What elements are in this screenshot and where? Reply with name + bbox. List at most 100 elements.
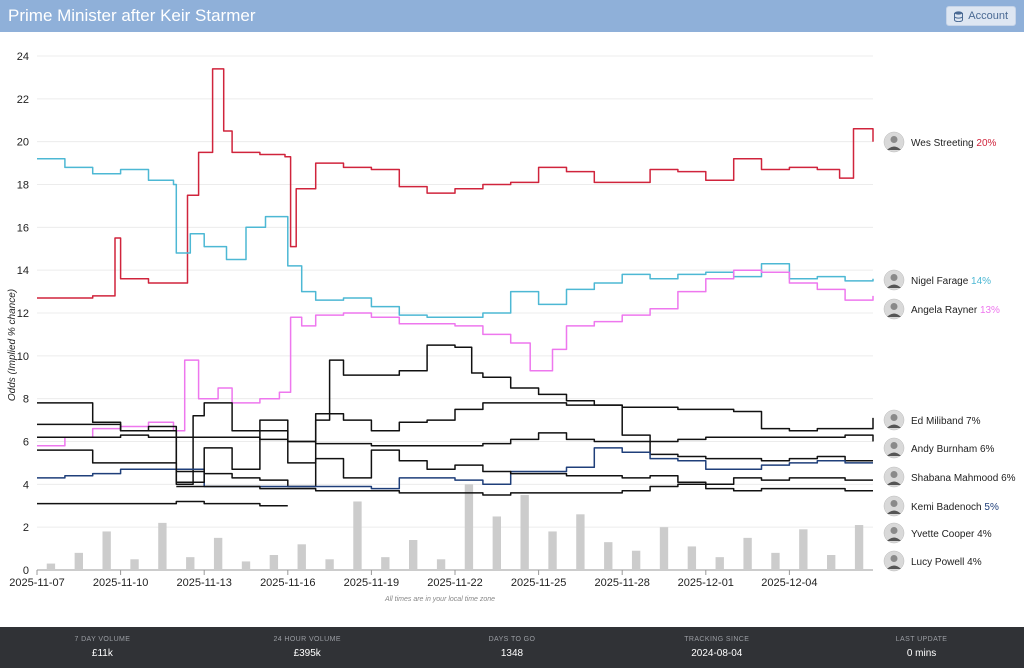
stat-last-update: LAST UPDATE 0 mins bbox=[832, 636, 1012, 659]
volume-bar bbox=[743, 537, 752, 570]
x-tick-label: 2025-11-10 bbox=[93, 577, 148, 589]
volume-bar bbox=[297, 544, 306, 570]
account-button[interactable]: Account bbox=[946, 6, 1016, 26]
volume-bar bbox=[436, 559, 446, 570]
legend-name-text: Shabana Mahmood bbox=[911, 473, 1001, 484]
volume-bar bbox=[409, 540, 418, 570]
series-line-other-a bbox=[37, 423, 873, 486]
avatar-head bbox=[890, 136, 898, 143]
avatar-body bbox=[887, 510, 901, 514]
volume-bar bbox=[576, 514, 585, 570]
y-tick-label: 2 bbox=[23, 522, 29, 534]
stat-label: 7 DAY VOLUME bbox=[74, 636, 131, 643]
volume-bar bbox=[241, 561, 251, 570]
avatar-body bbox=[887, 284, 901, 288]
y-tick-label: 14 bbox=[17, 265, 29, 277]
legend-percent: 6% bbox=[980, 444, 995, 455]
series-line-kemi-badenoch bbox=[37, 447, 873, 490]
legend-percent: 7% bbox=[966, 416, 981, 427]
legend-name-text: Ed Miliband bbox=[911, 416, 966, 427]
volume-bar bbox=[130, 559, 139, 570]
y-tick-label: 8 bbox=[23, 394, 29, 406]
legend-name: Ed Miliband 7% bbox=[911, 416, 981, 427]
avatar-head bbox=[890, 274, 898, 281]
legend-item-angela-rayner: Angela Rayner 13% bbox=[883, 298, 1000, 320]
stat-label: 24 HOUR VOLUME bbox=[273, 636, 341, 643]
legend-percent: 4% bbox=[977, 529, 992, 540]
avatar-head bbox=[890, 414, 898, 421]
series-line-lucy-powell bbox=[176, 483, 873, 496]
legend-item-andy-burnham: Andy Burnham 6% bbox=[883, 437, 994, 459]
volume-bar bbox=[548, 531, 557, 570]
y-tick-label: 6 bbox=[23, 437, 29, 449]
database-icon bbox=[954, 10, 964, 22]
top-navbar: Prime Minister after Keir Starmer Accoun… bbox=[0, 0, 1024, 32]
legend-percent: 20% bbox=[976, 138, 996, 149]
avatar-head bbox=[890, 527, 898, 534]
volume-bar bbox=[631, 550, 641, 570]
avatar-head bbox=[890, 442, 898, 449]
avatar-body bbox=[887, 452, 901, 456]
series-line-wes-streeting bbox=[37, 68, 874, 299]
legend-name: Andy Burnham 6% bbox=[911, 444, 994, 455]
legend-name-text: Andy Burnham bbox=[911, 444, 980, 455]
y-tick-label: 4 bbox=[23, 479, 29, 491]
stat-24-hour-volume: 24 HOUR VOLUME £395k bbox=[217, 636, 397, 659]
y-tick-label: 18 bbox=[17, 180, 29, 192]
x-tick-label: 2025-11-28 bbox=[594, 577, 649, 589]
series-line-ed-miliband bbox=[37, 402, 874, 486]
y-tick-label: 10 bbox=[17, 351, 29, 363]
stats-footer: 7 DAY VOLUME £11k 24 HOUR VOLUME £395k D… bbox=[0, 627, 1024, 668]
series-line-shabana-mahmood bbox=[37, 344, 873, 488]
avatar-body bbox=[887, 565, 901, 569]
y-tick-label: 0 bbox=[23, 565, 29, 577]
volume-bar bbox=[213, 537, 223, 570]
volume-bar bbox=[771, 552, 780, 570]
legend-item-shabana-mahmood: Shabana Mahmood 6% bbox=[883, 466, 1016, 488]
volume-bar bbox=[74, 552, 83, 570]
y-tick-label: 12 bbox=[17, 308, 29, 320]
avatar-body bbox=[887, 481, 901, 485]
legend-item-yvette-cooper: Yvette Cooper 4% bbox=[883, 522, 992, 544]
volume-bar bbox=[269, 555, 279, 570]
stat-tracking-since: TRACKING SINCE 2024-08-04 bbox=[627, 636, 807, 659]
series-line-nigel-farage bbox=[37, 158, 874, 319]
stat-value: 0 mins bbox=[906, 648, 937, 659]
avatar-body bbox=[887, 424, 901, 428]
y-tick-label: 24 bbox=[17, 51, 29, 63]
series-line-andy-burnham bbox=[37, 432, 874, 447]
volume-bar bbox=[464, 484, 474, 570]
legend-name: Shabana Mahmood 6% bbox=[911, 473, 1016, 484]
stat-label: TRACKING SINCE bbox=[684, 636, 750, 643]
legend-percent: 14% bbox=[971, 276, 991, 287]
legend-name-text: Lucy Powell bbox=[911, 557, 967, 568]
stat-days-to-go: DAYS TO GO 1348 bbox=[422, 636, 602, 659]
volume-bar bbox=[827, 555, 836, 570]
legend-name-text: Angela Rayner bbox=[911, 305, 980, 316]
legend-item-kemi-badenoch: Kemi Badenoch 5% bbox=[883, 495, 999, 517]
volume-bar bbox=[492, 516, 501, 570]
series-line-yvette-cooper bbox=[37, 500, 288, 507]
y-tick-label: 20 bbox=[17, 137, 29, 149]
x-tick-label: 2025-12-04 bbox=[761, 577, 817, 589]
volume-bar bbox=[799, 529, 808, 570]
candidate-legend: Wes Streeting 20% Nigel Farage 14% Angela … bbox=[883, 131, 1016, 572]
legend-item-ed-miliband: Ed Miliband 7% bbox=[883, 409, 981, 431]
x-tick-label: 2025-11-13 bbox=[176, 577, 231, 589]
x-tick-label: 2025-11-16 bbox=[260, 577, 315, 589]
stat-value: 1348 bbox=[500, 648, 524, 659]
legend-name-text: Yvette Cooper bbox=[911, 529, 977, 540]
account-button-label: Account bbox=[968, 10, 1008, 22]
volume-bar bbox=[659, 527, 669, 570]
volume-bar bbox=[520, 495, 529, 570]
legend-name: Wes Streeting 20% bbox=[911, 138, 997, 149]
x-tick-label: 2025-11-07 bbox=[9, 577, 64, 589]
volume-bar bbox=[46, 563, 56, 570]
legend-name-text: Nigel Farage bbox=[911, 276, 971, 287]
avatar-body bbox=[887, 537, 901, 541]
volume-bar bbox=[381, 557, 390, 570]
avatar-head bbox=[890, 471, 898, 478]
stat-value: £395k bbox=[293, 648, 321, 659]
avatar-head bbox=[890, 555, 898, 562]
